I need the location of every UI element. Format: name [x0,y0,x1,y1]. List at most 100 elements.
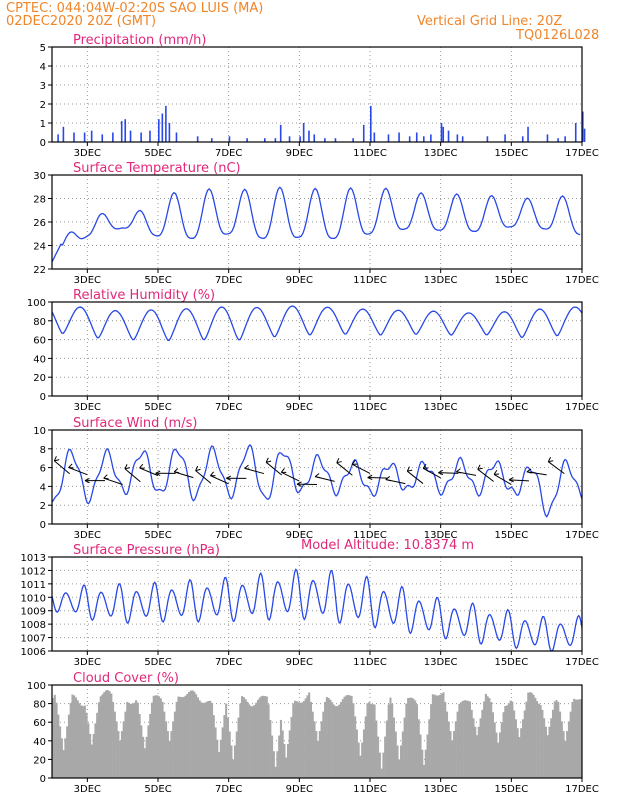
precipitation-panel: Precipitation (mm/h) 0 1 2 3 4 5 3DEC 5DEC 7DEC 9D… [40,33,599,159]
cloud-bar [430,704,433,778]
y-tick-label: 100 [27,681,46,692]
wind-arrow-head [103,477,109,480]
cloud-bar [373,704,376,778]
cloud-bar [64,738,67,778]
cloud-bar [57,714,60,778]
precip-bar [124,119,127,142]
cloud-bar [442,692,445,778]
temperature-line [51,186,581,263]
x-tick-label: 17DEC [565,275,599,286]
wind-arrow-head [84,480,90,484]
cloud-bar [415,704,418,778]
cloud-bar [249,706,252,778]
cloud-bar [119,740,122,778]
x-tick-label: 7DEC [215,402,242,413]
cloud-bar [302,701,305,778]
cloud-bar [154,695,157,778]
x-tick-label: 11DEC [353,275,387,286]
cloud-bar [308,692,311,778]
cloud-bar [320,721,323,778]
cloud-bar [218,751,221,778]
cloud-bar [391,703,394,778]
wind-arrow-head [195,468,201,472]
cloud-bar [161,701,164,778]
y-tick-label: 1010 [21,593,46,604]
cloud-bar [357,742,360,778]
cloud-bar [195,694,198,778]
cloud-bar [90,744,93,778]
cloud-bar [301,702,304,778]
cloud-bar [76,700,79,778]
cloud-bar [380,768,383,778]
cloud-bar [318,731,321,778]
y-tick-label: 40 [33,354,46,365]
y-tick-label: 4 [40,482,46,493]
x-tick-label: 3DEC [74,402,101,413]
panel-frame [51,46,583,143]
cloud-bar [55,702,58,778]
cloud-bar [105,690,108,778]
wind-arrow-head [493,469,498,475]
cloud-bar [521,719,524,778]
precip-bar [387,134,390,142]
cloud-bar [560,721,563,778]
wind-arrow-head [548,460,554,463]
cloud-cover-panel: Cloud Cover (%) 0 20 40 60 80 100 3DEC 5DEC 7DEC 9… [27,671,599,795]
cloud-bar [53,694,56,778]
x-tick-label: 7DEC [215,530,242,541]
wind-arrow-head [244,467,250,470]
cloud-bar [370,703,373,778]
cloud-bar [258,697,261,778]
cloud-bar [470,709,473,778]
cloud-bar [94,723,97,778]
cloud-bar [468,701,471,778]
wind-arrow [352,463,371,474]
y-tick-label: 1011 [21,580,46,591]
cloud-bar [106,690,109,778]
x-tick-label: 13DEC [424,530,458,541]
panel-frame [51,684,583,779]
cloud-bar [122,721,125,778]
cloud-bar [182,696,185,778]
header-run-id: TQ0126L028 [515,28,599,43]
wind-arrow-head [54,459,60,462]
cloud-bar [421,749,424,778]
panel-title: Precipitation (mm/h) [73,33,206,48]
precip-bar [564,136,566,142]
x-tick-label: 5DEC [144,402,171,413]
y-tick-label: 1007 [21,634,46,645]
x-tick-label: 15DEC [494,530,528,541]
wind-arrow-head [336,457,340,463]
cloud-bar [248,704,251,778]
cloud-bar [384,736,387,778]
cloud-bar [147,725,150,778]
x-tick-label: 15DEC [494,275,528,286]
cloud-bar [424,749,427,778]
cloud-bar [435,695,438,778]
precip-bar [196,136,199,142]
cloud-bar [557,701,560,778]
cloud-bar [242,697,245,778]
cloud-bar [59,726,62,778]
cloud-bar [196,697,199,778]
cloud-bar [426,734,429,778]
cloud-bar [534,697,537,778]
cloud-bar [285,757,288,778]
cloud-bar [347,695,350,778]
cloud-bar [117,731,120,778]
cloud-bar [232,759,235,778]
cloud-bar [456,711,459,778]
cloud-bar [235,731,238,778]
cloud-bar [82,706,85,778]
cloud-bar [511,701,514,778]
y-tick-label: 80 [33,317,46,328]
cloud-bar [433,694,436,778]
cloud-bar [200,702,203,778]
wind-arrow [406,470,424,484]
cloud-bar [256,699,259,778]
cloud-bar [142,736,145,778]
cloud-bar [405,703,408,778]
cloud-bar [500,722,503,778]
precip-bar [101,134,104,142]
x-tick-label: 7DEC [215,148,242,159]
